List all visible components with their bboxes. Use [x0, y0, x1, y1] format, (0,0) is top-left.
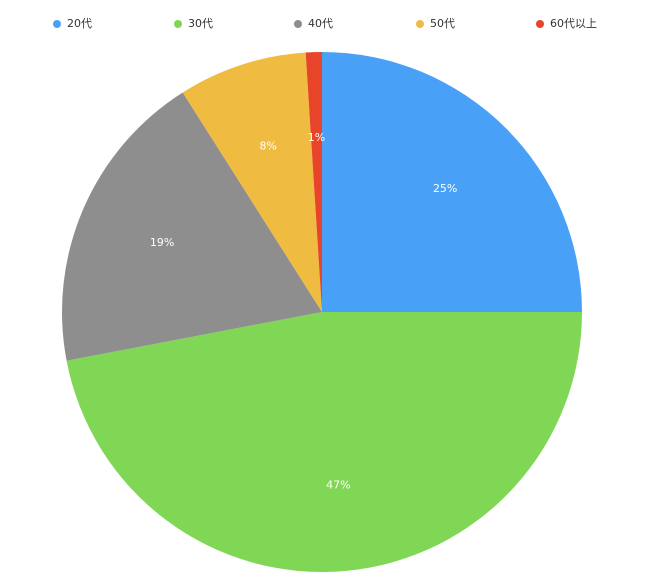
legend-marker	[416, 20, 424, 28]
slice-label: 1%	[308, 131, 325, 144]
legend-label[interactable]: 30代	[188, 17, 213, 30]
legend-marker	[53, 20, 61, 28]
pie-slice	[182, 52, 322, 312]
legend-marker	[294, 20, 302, 28]
legend-label[interactable]: 20代	[67, 17, 92, 30]
slice-label: 25%	[433, 182, 457, 195]
legend-marker	[536, 20, 544, 28]
slice-label: 19%	[150, 236, 174, 249]
pie-slice	[322, 52, 582, 312]
slice-label: 8%	[259, 139, 276, 152]
legend-label[interactable]: 60代以上	[550, 17, 597, 30]
pie-slice	[66, 312, 582, 572]
legend-label[interactable]: 40代	[308, 17, 333, 30]
slice-label: 47%	[326, 478, 350, 491]
pie-slice	[305, 52, 322, 312]
legend-marker	[174, 20, 182, 28]
legend-label[interactable]: 50代	[430, 17, 455, 30]
pie-slice	[61, 92, 322, 361]
